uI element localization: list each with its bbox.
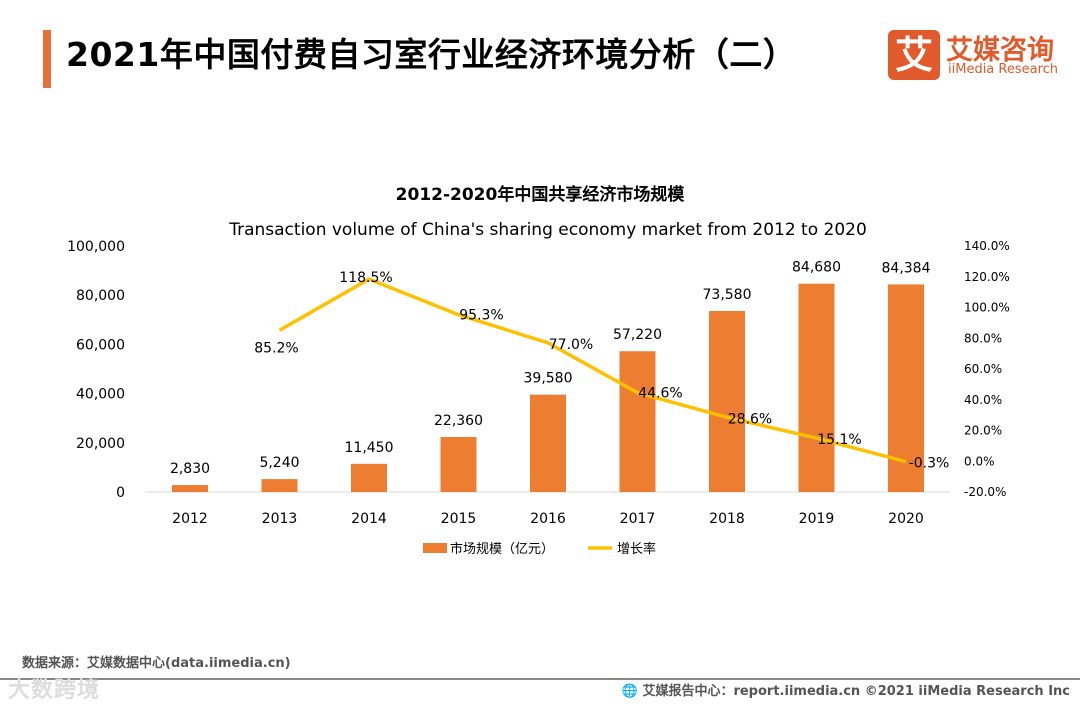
bar-2012 — [172, 485, 208, 492]
right-tick-label: 80.0% — [964, 331, 1002, 345]
right-tick-label: 20.0% — [964, 424, 1002, 438]
right-tick-label: 100.0% — [964, 301, 1010, 315]
line-label: -0.3% — [909, 456, 950, 472]
page-title: 2021年中国付费自习室行业经济环境分析（二） — [66, 35, 797, 74]
chart-subtitle: Transaction volume of China's sharing ec… — [228, 220, 867, 240]
line-label: 85.2% — [254, 340, 298, 356]
line-label: 95.3% — [459, 308, 503, 324]
bar-label: 5,240 — [259, 455, 299, 471]
left-tick-label: 20,000 — [76, 436, 125, 452]
line-label: 77.0% — [549, 337, 593, 353]
x-tick-label: 2020 — [888, 511, 924, 527]
bar-2016 — [530, 394, 566, 492]
right-tick-label: 120.0% — [964, 270, 1010, 284]
x-tick-label: 2013 — [262, 511, 298, 527]
bar-label: 57,220 — [613, 327, 662, 343]
chart: 2012-2020年中国共享经济市场规模 Transaction volume … — [67, 184, 1010, 557]
x-tick-label: 2012 — [172, 511, 208, 527]
bar-label: 22,360 — [434, 413, 483, 429]
footer-divider — [0, 678, 1080, 680]
x-tick-label: 2017 — [620, 511, 656, 527]
logo-en: iiMedia Research — [948, 62, 1059, 77]
bar-label: 39,580 — [524, 371, 573, 387]
bar-label: 2,830 — [170, 461, 210, 477]
bar-label: 73,580 — [703, 287, 752, 303]
watermark: 大数跨境 — [8, 678, 101, 703]
title-accent-bar — [43, 30, 51, 88]
data-source: 数据来源：艾媒数据中心(data.iimedia.cn) — [22, 656, 291, 671]
x-tick-label: 2016 — [530, 511, 566, 527]
x-tick-label: 2014 — [351, 511, 387, 527]
bar-2017 — [619, 351, 656, 492]
line-label: 44.6% — [638, 386, 682, 402]
footer-report: 🌐 艾媒报告中心：report.iimedia.cn ©2021 iiMedia… — [622, 680, 1070, 699]
bar-2015 — [440, 436, 477, 492]
left-tick-label: 40,000 — [76, 387, 125, 403]
x-tick-label: 2018 — [709, 511, 745, 527]
left-tick-label: 100,000 — [67, 239, 125, 255]
right-tick-label: 40.0% — [964, 393, 1002, 407]
line-label: 15.1% — [817, 432, 861, 448]
growth-line — [278, 277, 907, 464]
bar-label: 84,680 — [792, 260, 841, 276]
legend-bar-swatch — [423, 543, 447, 553]
x-tick-label: 2015 — [441, 511, 477, 527]
right-tick-label: 60.0% — [964, 362, 1002, 376]
bar-2019 — [798, 283, 835, 492]
iimedia-logo: 艾 艾媒咨询 iiMedia Research — [888, 30, 1073, 82]
left-tick-label: 0 — [116, 485, 125, 501]
left-tick-label: 60,000 — [76, 337, 125, 353]
line-label: 118.5% — [339, 270, 392, 286]
right-tick-label: 140.0% — [964, 239, 1010, 253]
x-tick-label: 2019 — [799, 511, 835, 527]
chart-title: 2012-2020年中国共享经济市场规模 — [396, 184, 686, 205]
footer-report-text: 艾媒报告中心：report.iimedia.cn ©2021 iiMedia R… — [642, 684, 1070, 699]
bar-2018 — [709, 310, 745, 492]
line-label: 28.6% — [728, 411, 772, 427]
legend-bar-label: 市场规模（亿元） — [450, 541, 554, 557]
bar-2014 — [351, 463, 387, 492]
right-tick-label: -20.0% — [964, 485, 1006, 499]
bar-label: 11,450 — [345, 440, 394, 456]
logo-mark: 艾 — [888, 30, 940, 80]
bar-2013 — [261, 479, 298, 492]
logo-cn: 艾媒咨询 — [946, 35, 1054, 66]
right-tick-label: 0.0% — [964, 454, 995, 468]
legend-line-label: 增长率 — [617, 541, 656, 557]
bar-label: 84,384 — [882, 260, 931, 276]
globe-icon: 🌐 — [621, 684, 638, 699]
left-tick-label: 80,000 — [76, 288, 125, 304]
